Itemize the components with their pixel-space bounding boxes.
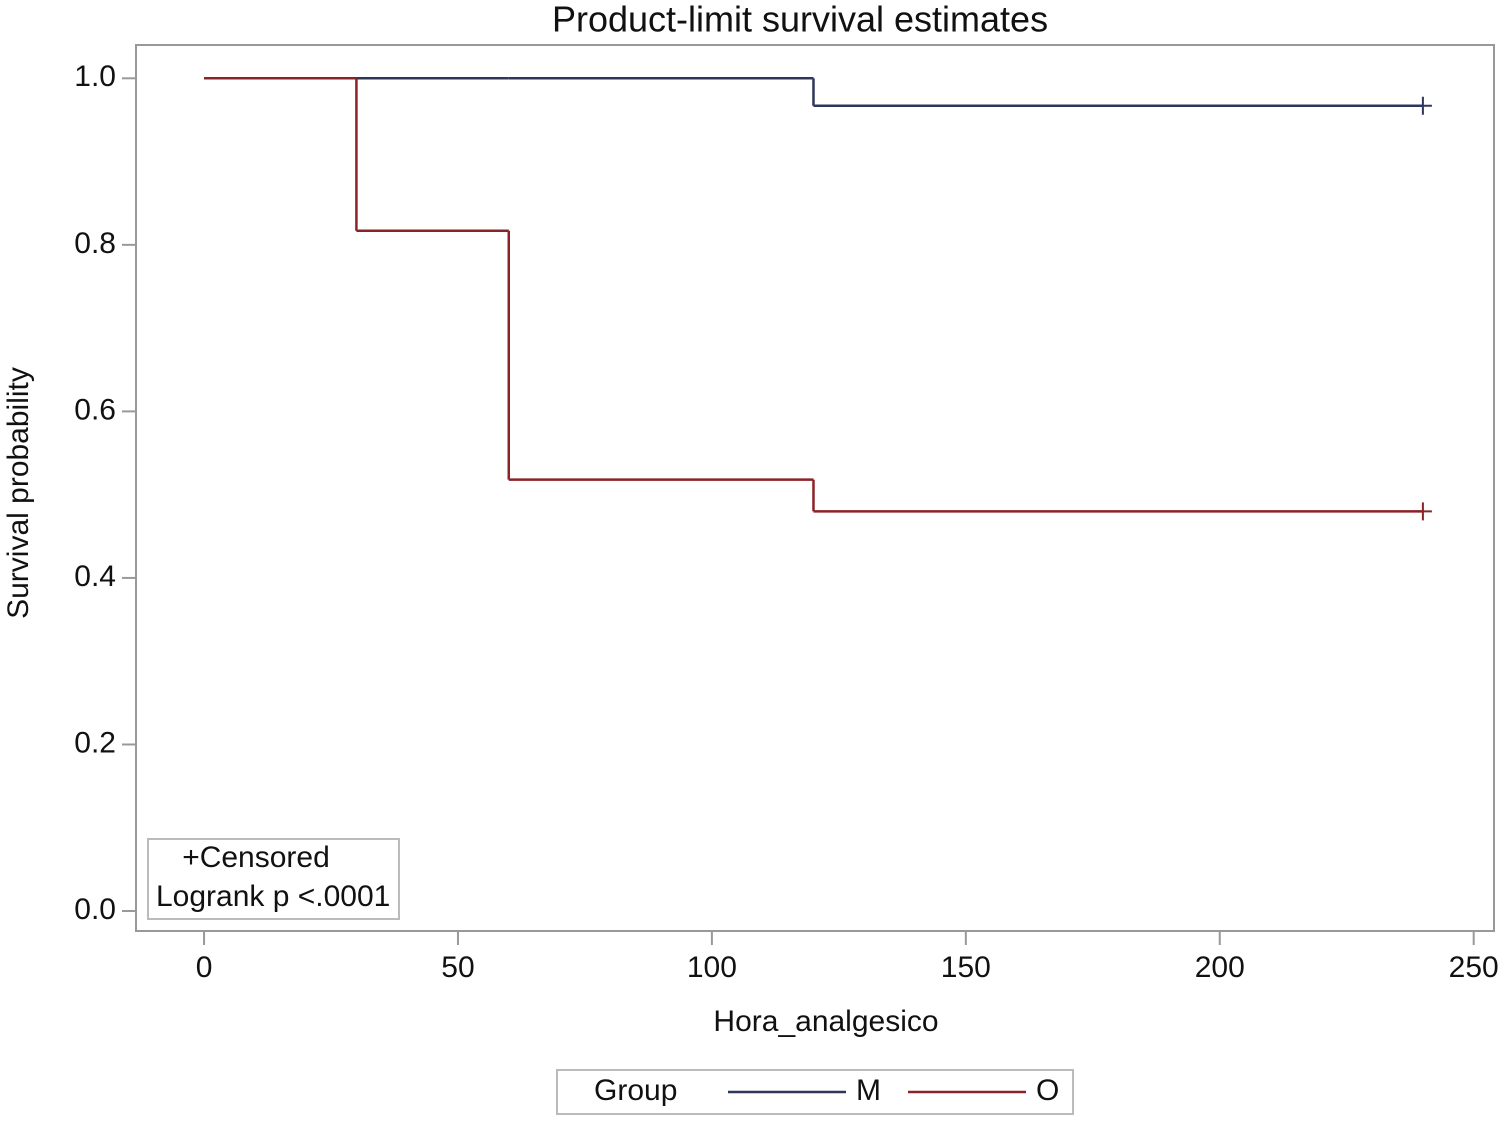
annotation-box bbox=[147, 838, 400, 920]
y-tick-label: 1.0 bbox=[74, 60, 116, 93]
x-tick-label: 50 bbox=[441, 951, 474, 984]
x-tick-label: 250 bbox=[1449, 951, 1499, 984]
legend-label: M bbox=[856, 1074, 881, 1107]
y-tick-label: 0.2 bbox=[74, 726, 116, 759]
censor-mark bbox=[1413, 502, 1432, 521]
y-tick-label: 0.8 bbox=[74, 227, 116, 260]
y-axis-label: Survival probability bbox=[2, 367, 35, 619]
annotation: +Censored bbox=[182, 841, 330, 874]
censor-mark bbox=[1413, 96, 1432, 115]
x-axis-label: Hora_analgesico bbox=[713, 1005, 938, 1038]
legend-title: Group bbox=[594, 1074, 677, 1107]
legend-label: O bbox=[1036, 1074, 1059, 1107]
x-tick-label: 200 bbox=[1195, 951, 1245, 984]
x-tick-label: 0 bbox=[196, 951, 213, 984]
y-tick-label: 0.6 bbox=[74, 393, 116, 426]
chart-title: Product-limit survival estimates bbox=[552, 0, 1048, 40]
annotation: Logrank p <.0001 bbox=[156, 880, 390, 913]
x-tick-label: 150 bbox=[941, 951, 991, 984]
x-tick-label: 100 bbox=[687, 951, 737, 984]
plot-frame bbox=[135, 44, 1495, 932]
y-tick-label: 0.0 bbox=[74, 893, 116, 926]
y-tick-label: 0.4 bbox=[74, 560, 116, 593]
